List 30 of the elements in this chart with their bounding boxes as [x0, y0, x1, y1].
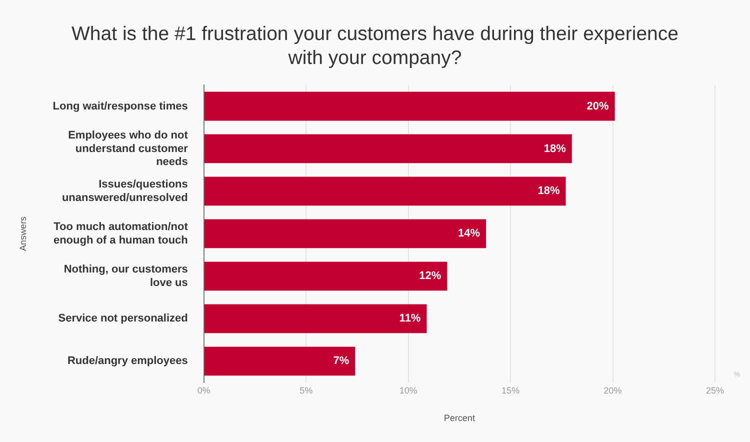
- bar: [204, 176, 566, 206]
- y-tick-label: Employees who do not understand customer needs: [68, 130, 189, 168]
- data-label: 18%: [544, 142, 566, 155]
- y-tick-label: Long wait/response times: [52, 100, 188, 112]
- data-label: 11%: [399, 312, 421, 325]
- x-tick-label: 0%: [197, 385, 210, 396]
- data-label: 7%: [333, 355, 350, 368]
- y-tick-label: Issues/questions unanswered/unresolved: [62, 178, 188, 204]
- bar: [204, 134, 572, 164]
- data-label: 14%: [458, 228, 480, 240]
- data-label: 12%: [419, 270, 442, 282]
- bar: [204, 92, 615, 121]
- x-tick-label: 20%: [604, 385, 622, 396]
- x-tick-label: 5%: [300, 385, 313, 396]
- y-tick-label: Nothing, our customers love us: [64, 264, 188, 289]
- bar: [204, 346, 356, 376]
- chart-title: What is the #1 frustration your customers have during their experience with your company?: [70, 22, 680, 70]
- y-tick-label: Too much automation/not enough of a human touch: [53, 221, 188, 246]
- x-tick-label: 15%: [502, 385, 520, 396]
- y-tick-label: Rude/angry employees: [67, 355, 188, 368]
- bar: [204, 304, 427, 334]
- y-axis-title: Answers: [18, 216, 28, 251]
- bar: [204, 262, 448, 291]
- x-axis-title: Percent: [444, 413, 476, 424]
- data-label: 18%: [538, 185, 560, 198]
- y-tick-label: Service not personalized: [58, 312, 188, 325]
- x-tick-label: 25%: [706, 385, 724, 396]
- bar: [204, 219, 486, 248]
- x-tick-label: 10%: [399, 385, 418, 396]
- data-label: 20%: [586, 100, 610, 112]
